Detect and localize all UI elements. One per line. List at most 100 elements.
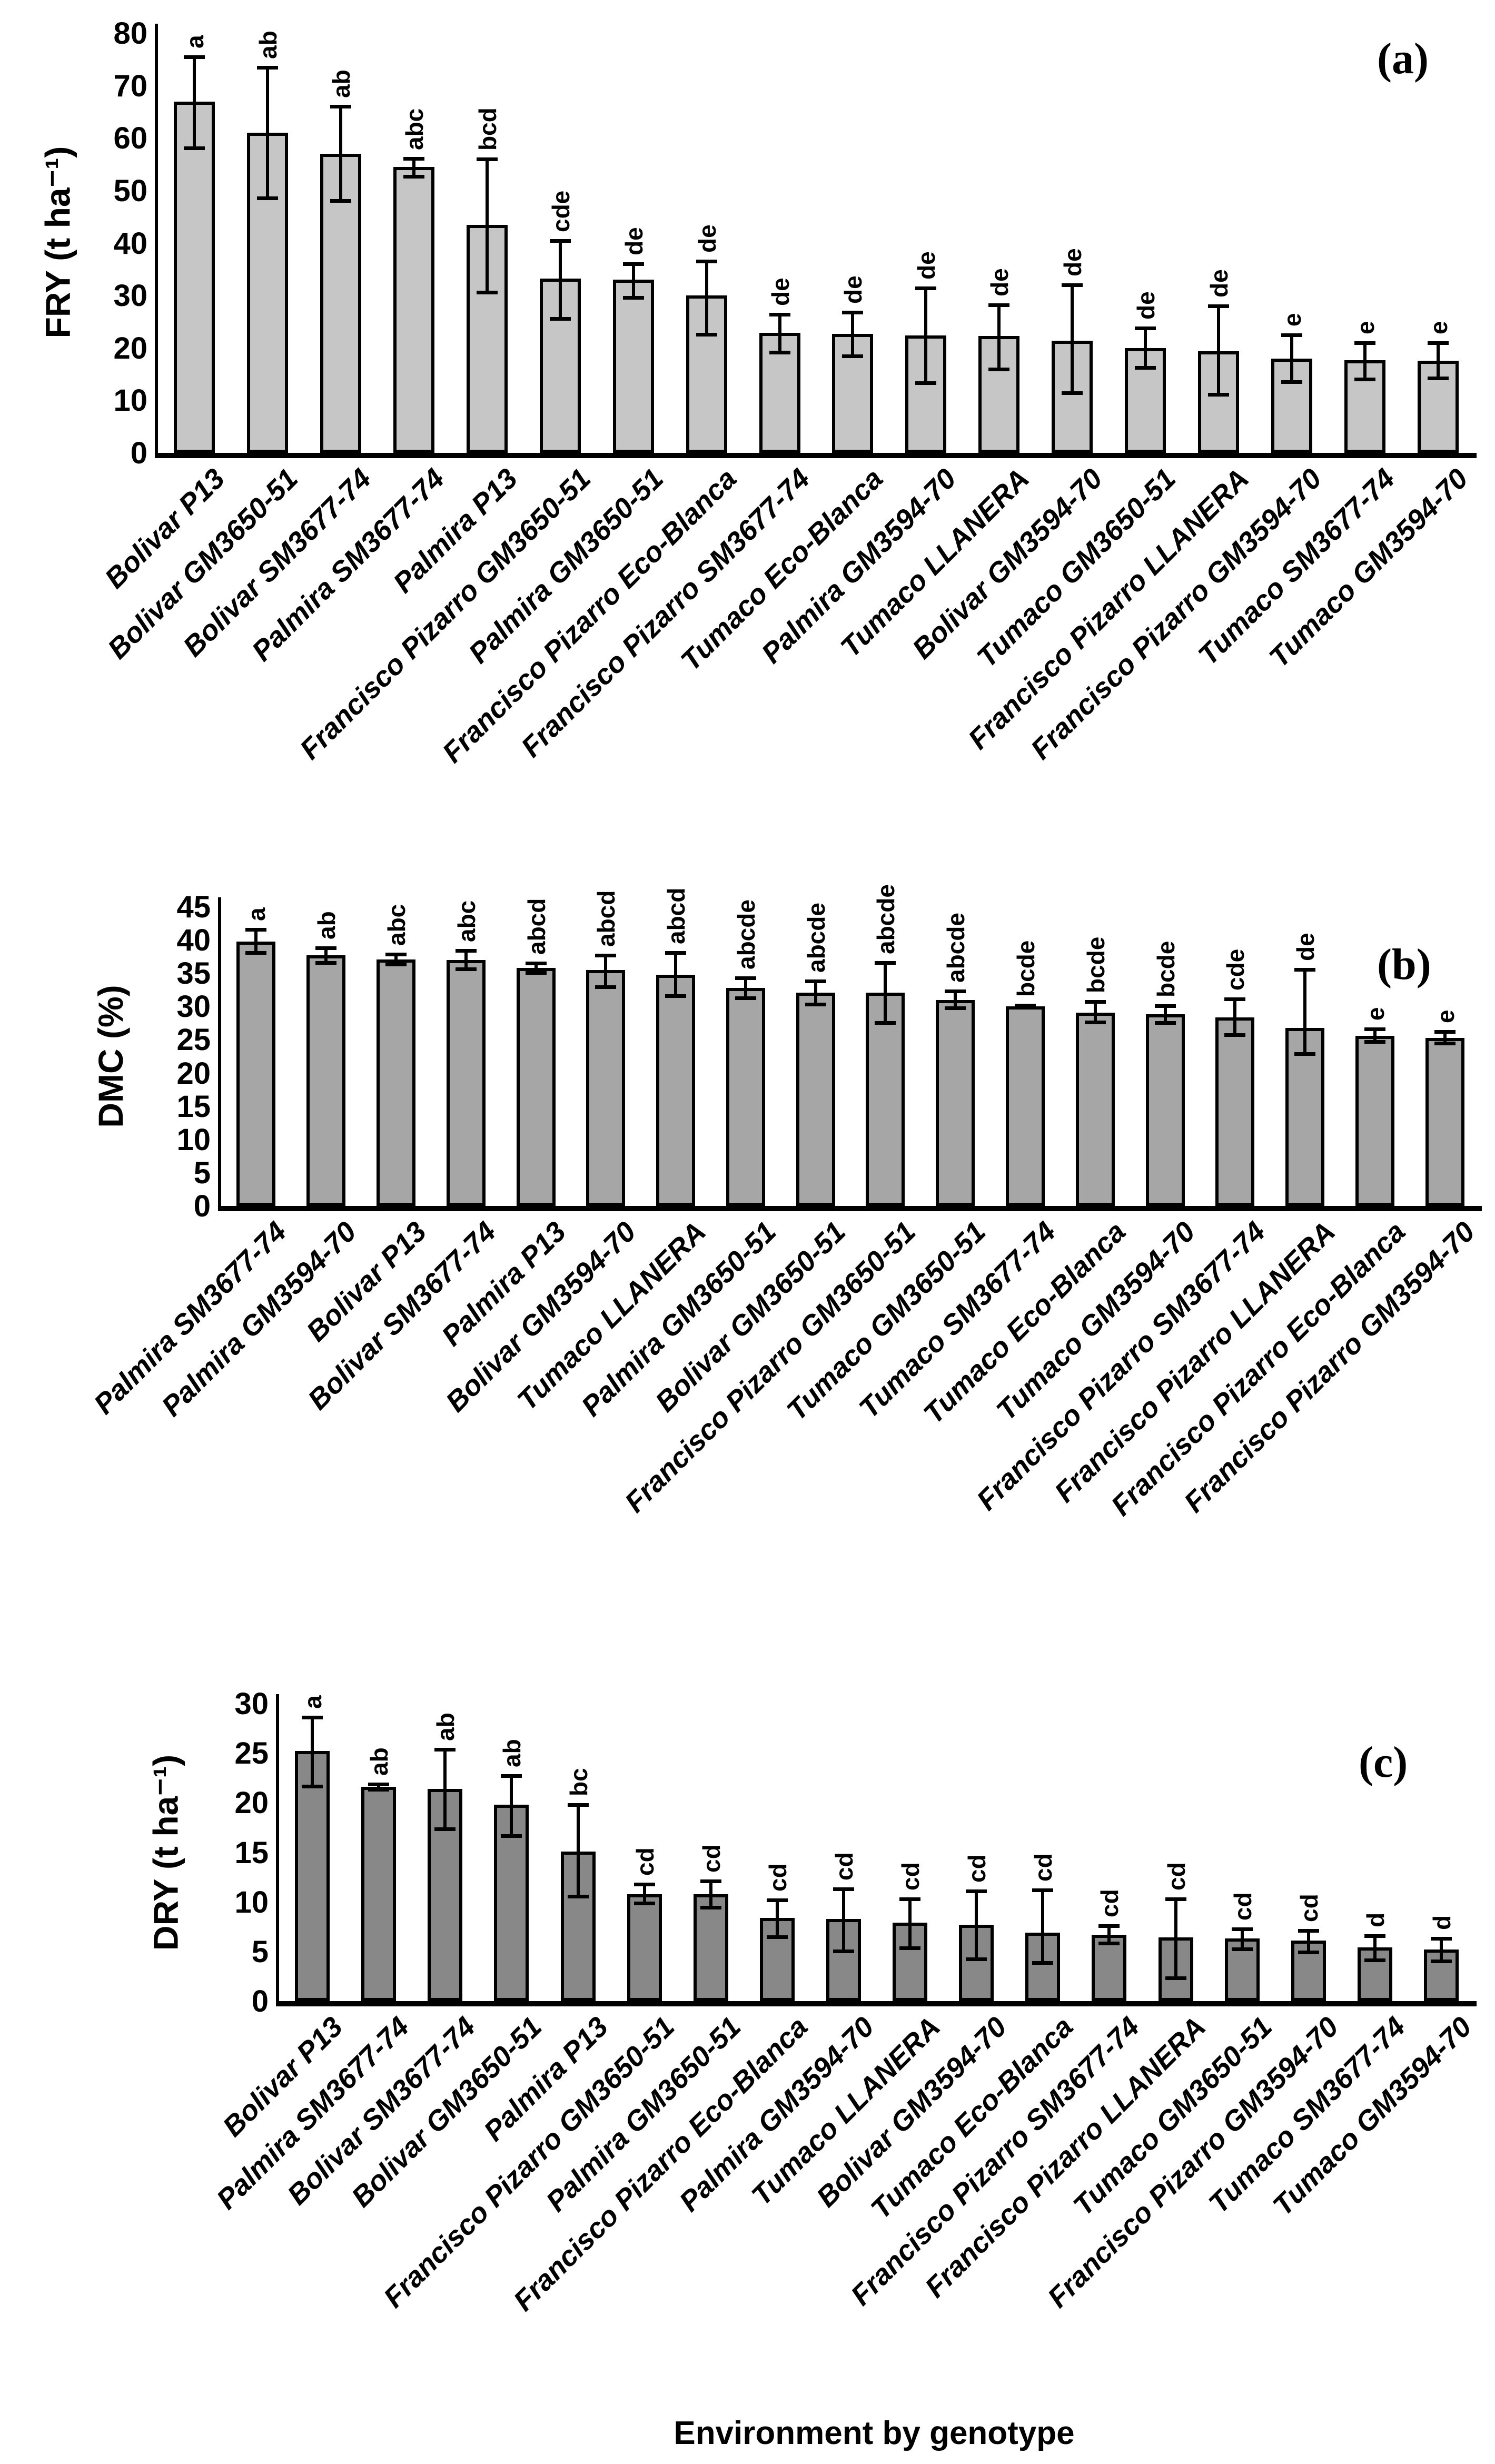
error-bar-cap-top xyxy=(1231,1927,1253,1931)
error-bar-cap-top xyxy=(1135,326,1156,330)
y-tick-label: 0 xyxy=(251,1984,269,2018)
significance-letter: e xyxy=(1278,313,1306,326)
error-bar-cap-top xyxy=(1294,967,1316,972)
error-bar xyxy=(412,159,416,177)
error-bar xyxy=(1144,328,1147,368)
error-bar-cap-bottom xyxy=(966,1957,987,1961)
significance-letter: cd xyxy=(764,1863,791,1892)
bar-Bolivar SM3677-74 xyxy=(320,154,362,453)
error-bar-cap-top xyxy=(915,286,937,291)
error-bar-cap-bottom xyxy=(525,971,547,975)
y-tick-label: 15 xyxy=(176,1089,211,1124)
error-bar-cap-bottom xyxy=(315,961,337,965)
significance-letter: abcde xyxy=(872,884,900,955)
error-bar xyxy=(464,951,468,969)
x-axis-line xyxy=(155,453,1477,458)
error-bar-cap-top xyxy=(455,949,477,953)
error-bar-cap-bottom xyxy=(1154,1021,1176,1025)
error-bar xyxy=(266,67,270,199)
error-bar-cap-top xyxy=(477,157,498,162)
significance-letter: e xyxy=(1361,1007,1389,1021)
error-bar xyxy=(1290,334,1293,382)
error-bar-cap-top xyxy=(833,1887,854,1892)
error-bar-cap-top xyxy=(622,262,644,266)
error-bar xyxy=(851,312,855,357)
y-tick-label: 40 xyxy=(176,923,211,958)
error-bar xyxy=(311,1717,314,1787)
y-tick-label: 0 xyxy=(193,1189,211,1223)
significance-letter: ab xyxy=(498,1739,526,1768)
error-bar-cap-bottom xyxy=(1135,365,1156,370)
error-bar xyxy=(778,314,781,353)
error-bar xyxy=(604,955,608,987)
error-bar xyxy=(954,991,957,1009)
y-axis-line xyxy=(276,1694,279,2001)
panel-label-c: (c) xyxy=(1359,1738,1408,1787)
error-bar-cap-bottom xyxy=(1354,377,1375,381)
error-bar-cap-top xyxy=(875,961,896,965)
error-bar xyxy=(744,978,747,999)
significance-letter: de xyxy=(693,224,721,253)
error-bar-cap-top xyxy=(696,260,717,264)
error-bar xyxy=(674,953,678,997)
significance-letter: cd xyxy=(697,1844,725,1873)
error-bar-cap-top xyxy=(1434,1030,1456,1034)
error-bar-cap-top xyxy=(257,65,279,70)
y-tick-label: 0 xyxy=(130,436,147,470)
significance-letter: de xyxy=(986,268,1014,297)
significance-letter: a xyxy=(243,907,271,921)
error-bar xyxy=(443,1749,447,1830)
error-bar-cap-bottom xyxy=(1084,1020,1106,1024)
error-bar-cap-top xyxy=(330,105,352,109)
error-bar-cap-bottom xyxy=(1294,1052,1316,1056)
bar-Bolivar P13 xyxy=(295,1751,330,2001)
significance-letter: ab xyxy=(365,1747,393,1776)
significance-letter: de xyxy=(1132,291,1160,320)
error-bar-cap-top xyxy=(769,312,790,316)
error-bar-cap-top xyxy=(700,1879,721,1884)
x-axis-line xyxy=(276,2001,1477,2006)
error-bar-cap-top xyxy=(184,55,205,59)
error-bar-cap-bottom xyxy=(665,994,687,998)
error-bar xyxy=(558,240,562,319)
error-bar xyxy=(997,305,1001,370)
bar-Palmira SM3677-74 xyxy=(236,941,276,1206)
error-bar-cap-bottom xyxy=(1224,1033,1246,1037)
error-bar xyxy=(631,264,635,299)
y-tick-label: 10 xyxy=(234,1885,269,1919)
significance-letter: cd xyxy=(631,1847,659,1876)
error-bar-cap-top xyxy=(1364,1934,1385,1938)
error-bar xyxy=(1041,1890,1045,1964)
bar-Bolivar GM3650-51 xyxy=(494,1805,529,2001)
significance-letter: de xyxy=(913,251,940,280)
y-tick-label: 15 xyxy=(234,1835,269,1870)
y-tick-label: 30 xyxy=(176,989,211,1024)
y-tick-label: 50 xyxy=(113,173,147,208)
error-bar xyxy=(1216,306,1220,395)
y-tick-label: 20 xyxy=(176,1056,211,1091)
bar-Francisco Pizarro SM3677-74 xyxy=(1092,1934,1127,2001)
significance-letter: cd xyxy=(1029,1853,1057,1882)
error-bar-cap-top xyxy=(1430,1937,1452,1941)
bar-Bolivar GM3650-51 xyxy=(796,992,835,1206)
error-bar-cap-bottom xyxy=(549,316,571,321)
error-bar-cap-top xyxy=(403,157,425,161)
error-bar-cap-bottom xyxy=(769,350,790,354)
error-bar-cap-bottom xyxy=(330,199,352,203)
error-bar-cap-bottom xyxy=(1014,1005,1036,1010)
y-tick-label: 30 xyxy=(113,279,147,313)
y-tick-label: 25 xyxy=(176,1023,211,1057)
bar-Bolivar GM3650-51 xyxy=(247,133,289,453)
error-bar xyxy=(254,929,258,954)
error-bar xyxy=(394,954,398,965)
error-bar-cap-top xyxy=(988,303,1010,308)
error-bar-cap-top xyxy=(805,979,826,984)
error-bar-cap-bottom xyxy=(1062,391,1083,395)
significance-letter: bcde xyxy=(1082,937,1110,994)
bar-Bolivar GM3594-70 xyxy=(586,969,626,1206)
error-bar-cap-top xyxy=(842,311,864,314)
significance-letter: bcde xyxy=(1152,941,1180,998)
error-bar-cap-top xyxy=(501,1774,522,1778)
significance-letter: ab xyxy=(328,70,355,98)
error-bar-cap-top xyxy=(1165,1897,1186,1902)
